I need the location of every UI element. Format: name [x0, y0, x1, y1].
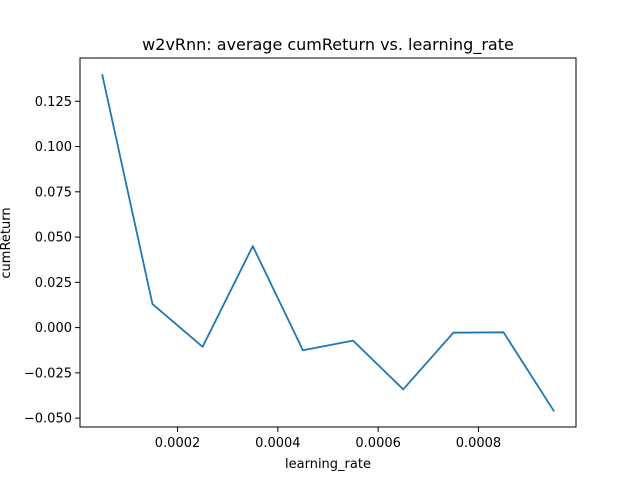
y-tick-label: −0.025: [24, 366, 72, 381]
data-point: [151, 303, 154, 305]
data-point: [302, 349, 304, 352]
x-tick-label: 0.0004: [255, 436, 301, 451]
data-point: [352, 339, 354, 342]
x-tick-label: 0.0008: [456, 436, 502, 451]
x-axis-label: learning_rate: [285, 457, 371, 472]
data-point: [502, 331, 505, 334]
y-tick-label: −0.050: [24, 412, 72, 427]
y-axis: −0.050 −0.025 0.000 0.025 0.050 0.075 0.100 0.1…: [24, 95, 80, 427]
series-line: [101, 74, 555, 412]
y-tick-label: 0.025: [35, 276, 72, 291]
data-point: [251, 245, 254, 248]
y-tick-label: 0.000: [35, 321, 72, 336]
x-tick-label: 0.0002: [155, 436, 201, 451]
y-tick-label: 0.100: [35, 140, 72, 155]
y-tick-label: 0.125: [35, 95, 72, 110]
data-point: [552, 409, 555, 412]
data-point: [402, 388, 405, 391]
chart-title: w2vRnn: average cumReturn vs. learning_r…: [142, 35, 514, 55]
data-points: [101, 74, 555, 412]
x-axis: 0.0002 0.0004 0.0006 0.0008: [155, 427, 501, 451]
data-point: [452, 331, 455, 334]
y-tick-label: 0.075: [35, 185, 72, 200]
data-point: [201, 345, 204, 348]
plot-area: [79, 57, 577, 428]
y-axis-label: cumReturn: [0, 207, 14, 278]
y-tick-label: 0.050: [35, 231, 72, 246]
data-point: [101, 74, 104, 76]
x-tick-label: 0.0006: [355, 436, 401, 451]
